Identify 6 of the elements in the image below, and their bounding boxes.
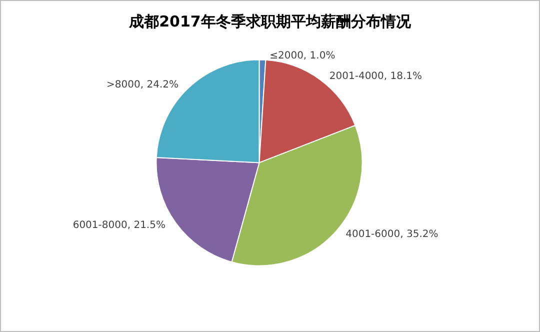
slice-label: >8000, 24.2% bbox=[106, 80, 179, 91]
slice-label: 4001-6000, 35.2% bbox=[346, 228, 438, 240]
slice-label: 6001-8000, 21.5% bbox=[72, 220, 166, 231]
chart-title: 成都2017年冬季求职期平均薪酬分布情况 bbox=[128, 12, 412, 30]
slice-label: 2001-4000, 18.1% bbox=[329, 70, 422, 82]
slice-label: ≤2000, 1.0% bbox=[270, 50, 336, 62]
